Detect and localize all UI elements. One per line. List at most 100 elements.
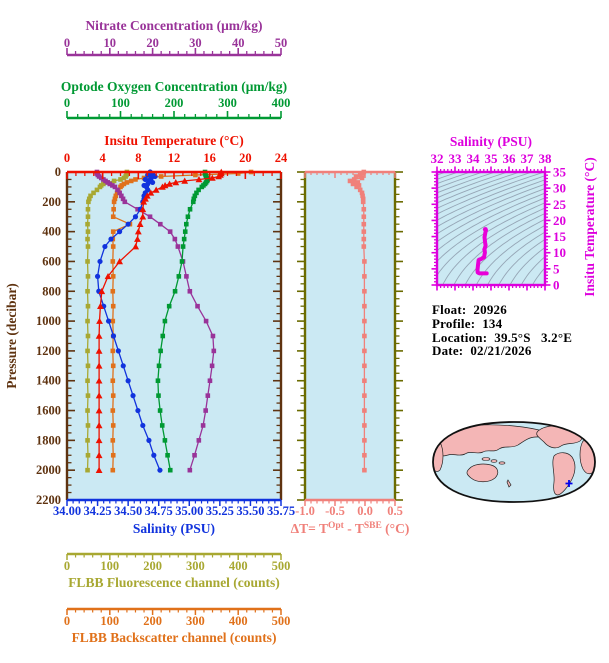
ts-salinity-title: Salinity (PSU) xyxy=(450,134,532,149)
pressure-tick-label: 2000 xyxy=(36,463,61,477)
salinity-axis-title: Salinity (PSU) xyxy=(133,521,215,536)
salinity-tick-label: 35.75 xyxy=(267,504,295,518)
ts-panel: 32 33 34 35 36 37 38 Salinity (PSU) 0 51015202530… xyxy=(431,134,598,297)
nitrate-axis-title: Nitrate Concentration (μm/kg) xyxy=(85,18,262,33)
temperature-axis-title: Insitu Temperature (°C) xyxy=(104,133,243,148)
oxygen-tick-label: 100 xyxy=(111,96,130,110)
fluorescence-tick-label: 300 xyxy=(186,559,205,573)
float-label: Float: xyxy=(432,302,467,317)
fluorescence-tick-label: 500 xyxy=(272,559,291,573)
nitrate-tick-label: 50 xyxy=(275,36,288,50)
fluorescence-series xyxy=(85,169,130,473)
temperature-tick-label: 0 xyxy=(64,151,70,165)
pressure-tick-label: 2200 xyxy=(36,493,61,507)
main-profile-plot: 0200400600800100012001400160018002000220… xyxy=(4,18,295,645)
salinity-tick-label: 35.00 xyxy=(175,504,203,518)
pressure-tick-label: 800 xyxy=(42,284,61,298)
profile-line: Profile: 134 xyxy=(432,315,572,331)
pressure-tick-label: 600 xyxy=(42,254,61,268)
oxygen-tick-label: 400 xyxy=(272,96,291,110)
ts-salinity-tick-label: 35 xyxy=(485,151,499,166)
oxygen-tick-label: 200 xyxy=(165,96,184,110)
backscatter-tick-label: 500 xyxy=(272,614,291,628)
profile-series xyxy=(85,168,254,473)
delta-tick-label: -1.0 xyxy=(295,504,315,518)
backscatter-axis: 0 100 200 300 400 500 FLBB Backscatter channel… xyxy=(64,607,291,645)
float-id-line: Float: 20926 xyxy=(432,303,572,317)
nitrate-tick-label: 0 xyxy=(64,36,70,50)
backscatter-tick-label: 200 xyxy=(143,614,162,628)
temperature-series xyxy=(95,168,225,473)
temperature-tick-label: 24 xyxy=(275,151,288,165)
delta-t-panel: -1.0 -0.5 0.0 0.5 ΔT= TOpt - TSBE (°C) xyxy=(291,169,409,536)
ts-temperature-tick-label: 15 xyxy=(553,229,567,244)
date-label: Date: xyxy=(432,343,464,359)
salinity-tick-label: 34.75 xyxy=(145,504,173,518)
profile-value: 134 xyxy=(482,315,503,331)
nitrate-tick-label: 30 xyxy=(189,36,202,50)
pressure-tick-label: 1000 xyxy=(36,314,61,328)
backscatter-tick-label: 400 xyxy=(229,614,248,628)
delta-tick-label: -0.5 xyxy=(325,504,345,518)
nitrate-series xyxy=(94,169,217,473)
date-line: Date: 02/21/2026 xyxy=(432,344,572,358)
delta-tick-label: 0.5 xyxy=(387,504,403,518)
fluorescence-tick-label: 200 xyxy=(143,559,162,573)
oxygen-tick-label: 0 xyxy=(64,96,70,110)
oxygen-axis: 0 100 200 300 400 Optode Oxygen Concentration… xyxy=(61,79,291,120)
fluorescence-tick-label: 0 xyxy=(64,559,70,573)
ts-salinity-tick-label: 34 xyxy=(467,151,481,166)
ts-salinity-tick-label: 32 xyxy=(431,151,444,166)
fluorescence-axis: 0 100 200 300 400 500 FLBB Fluorescence channe… xyxy=(64,552,291,590)
pressure-axis-title: Pressure (decibar) xyxy=(4,283,19,389)
salinity-tick-label: 34.25 xyxy=(84,504,112,518)
backscatter-tick-label: 300 xyxy=(186,614,205,628)
nitrate-axis: 0 10 20 30 40 50 Nitrate Concentration (μm/kg) xyxy=(64,18,288,57)
pressure-tick-label: 0 xyxy=(55,165,61,179)
ts-curve xyxy=(475,227,489,276)
fluorescence-tick-label: 100 xyxy=(100,559,119,573)
backscatter-tick-label: 100 xyxy=(100,614,119,628)
ts-temperature-tick-label: 0 xyxy=(553,278,560,293)
pressure-axis: 0 200 400 600 800 1000 1200 1400 1600 1800 2000 220… xyxy=(4,165,283,507)
oxygen-series xyxy=(155,169,211,473)
temperature-tick-label: 12 xyxy=(168,151,181,165)
pressure-tick-label: 200 xyxy=(42,195,61,209)
oxygen-tick-label: 300 xyxy=(218,96,237,110)
world-map-land xyxy=(433,422,595,496)
nitrate-tick-label: 10 xyxy=(104,36,117,50)
world-map xyxy=(432,421,596,503)
float-info-block: Float: 20926 Profile: 134 Location: 39.5°S … xyxy=(432,303,572,358)
ts-temperature-tick-label: 5 xyxy=(553,261,560,276)
pressure-tick-label: 1200 xyxy=(36,344,61,358)
pressure-tick-label: 400 xyxy=(42,225,61,239)
backscatter-tick-label: 0 xyxy=(64,614,70,628)
pressure-tick-label: 1400 xyxy=(36,374,61,388)
float-location-marker xyxy=(565,480,573,487)
location-value: 39.5°S 3.2°E xyxy=(494,329,573,345)
nitrate-tick-label: 40 xyxy=(232,36,245,50)
salinity-tick-label: 34.00 xyxy=(53,504,81,518)
delta-tick-label: 0.0 xyxy=(357,504,373,518)
temperature-tick-label: 4 xyxy=(100,151,107,165)
temperature-tick-label: 8 xyxy=(135,151,141,165)
ts-salinity-tick-label: 37 xyxy=(521,151,535,166)
ts-temperature-tick-label: 20 xyxy=(553,213,566,228)
temperature-tick-label: 16 xyxy=(203,151,216,165)
float-value: 20926 xyxy=(473,302,507,317)
location-label: Location: xyxy=(432,329,488,345)
profile-label: Profile: xyxy=(432,315,476,331)
ts-temperature-tick-label: 10 xyxy=(553,245,566,260)
temperature-axis: 0 4 8 12 16 20 24 Insitu Temperature (°C) xyxy=(64,133,288,179)
fluorescence-tick-label: 400 xyxy=(229,559,248,573)
salinity-axis: 34.00 34.25 34.50 34.75 35.00 35.25 35.50 35.75… xyxy=(53,498,295,536)
ts-temperature-tick-label: 25 xyxy=(553,197,567,212)
temperature-tick-label: 20 xyxy=(239,151,252,165)
location-line: Location: 39.5°S 3.2°E xyxy=(432,329,573,345)
nitrate-tick-label: 20 xyxy=(146,36,159,50)
pressure-tick-label: 1600 xyxy=(36,404,61,418)
ts-salinity-tick-label: 38 xyxy=(539,151,553,166)
fluorescence-axis-title: FLBB Fluorescence channel (counts) xyxy=(68,575,280,590)
